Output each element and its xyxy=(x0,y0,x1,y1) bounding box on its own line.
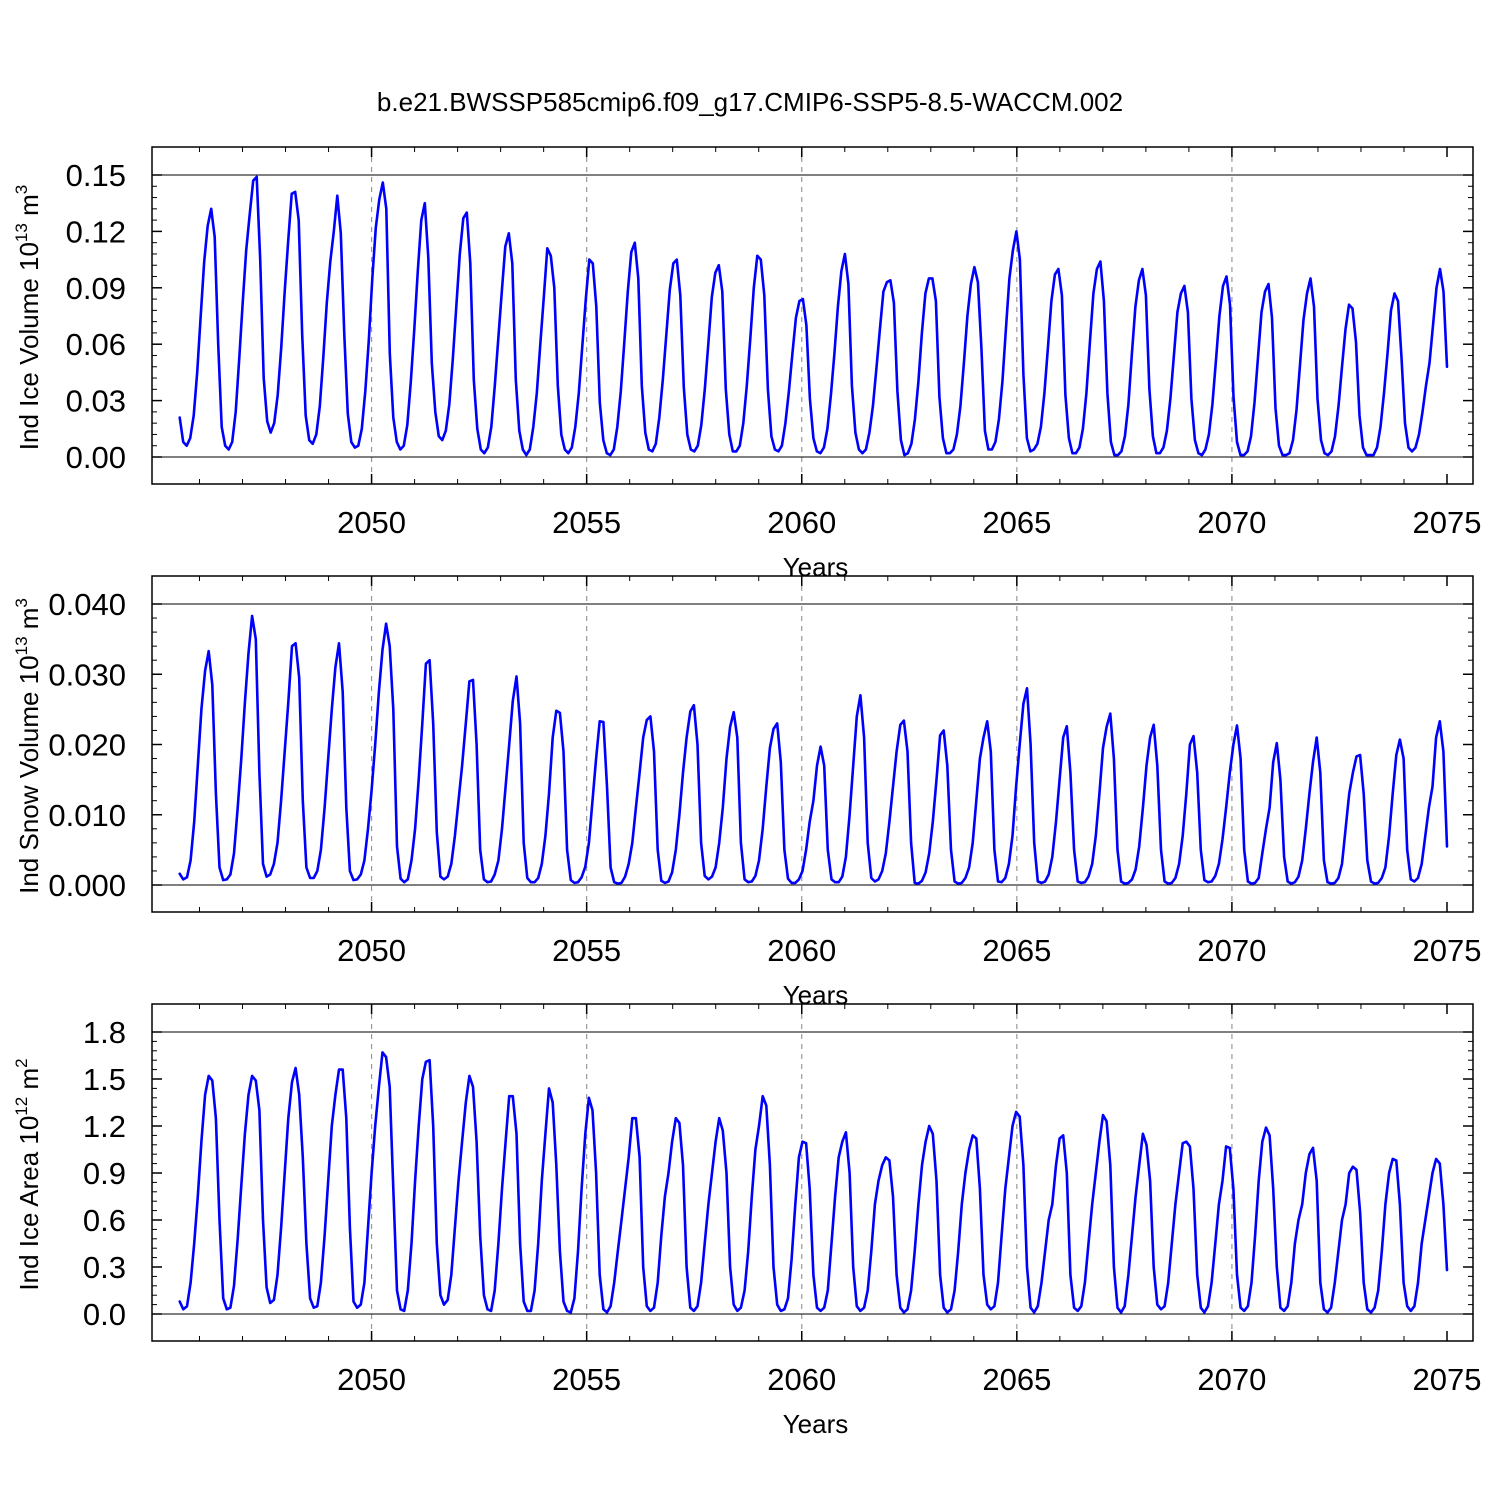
chart-panel-3: 2050 2055 2060 2065 2070 2075 0.0 0.3 0.6 0.9 1.2 1… xyxy=(12,1003,1482,1439)
x-axis-label: Years xyxy=(783,980,849,1010)
y-tick-label: 0.040 xyxy=(48,587,126,622)
x-tick-label: 2055 xyxy=(552,933,621,968)
chart-panel-1: 2050 2055 2060 2065 2070 2075 0.00 0.03 0.06 0.09… xyxy=(12,146,1482,582)
y-axis-label: Ind Snow Volume 1013 m3 xyxy=(12,598,44,894)
x-tick-label: 2070 xyxy=(1197,505,1266,540)
y-tick-label: 0.06 xyxy=(66,327,126,362)
y-tick-label: 0.0 xyxy=(83,1297,126,1332)
y-tick-label: 0.12 xyxy=(66,214,126,249)
y-tick-label: 0.6 xyxy=(83,1203,126,1238)
x-axis-label: Years xyxy=(783,1409,849,1439)
y-tick-label: 0.020 xyxy=(48,728,126,763)
x-tick-label: 2075 xyxy=(1413,1362,1482,1397)
x-tick-label: 2060 xyxy=(767,505,836,540)
y-tick-label: 1.2 xyxy=(83,1109,126,1144)
x-tick-label: 2065 xyxy=(982,505,1051,540)
x-tick-label: 2070 xyxy=(1197,933,1266,968)
x-axis-label: Years xyxy=(783,552,849,582)
x-tick-label: 2055 xyxy=(552,1362,621,1397)
x-tick-label: 2065 xyxy=(982,933,1051,968)
x-tick-label: 2050 xyxy=(337,505,406,540)
figure-title: b.e21.BWSSP585cmip6.f09_g17.CMIP6-SSP5-8… xyxy=(377,87,1123,117)
x-tick-label: 2055 xyxy=(552,505,621,540)
series-line xyxy=(178,175,1449,457)
series-line xyxy=(178,1051,1449,1314)
series-line xyxy=(178,614,1449,885)
x-tick-label: 2065 xyxy=(982,1362,1051,1397)
y-tick-label: 0.15 xyxy=(66,158,126,193)
x-tick-label: 2060 xyxy=(767,1362,836,1397)
plot-frame xyxy=(151,146,1474,485)
y-tick-label: 0.09 xyxy=(66,271,126,306)
y-axis-label: Ind Ice Area 1012 m2 xyxy=(12,1058,44,1290)
y-tick-label: 0.010 xyxy=(48,798,126,833)
y-tick-label: 0.9 xyxy=(83,1156,126,1191)
x-tick-label: 2070 xyxy=(1197,1362,1266,1397)
y-tick-label: 0.000 xyxy=(48,868,126,903)
x-tick-label: 2075 xyxy=(1413,933,1482,968)
plot-frame xyxy=(151,1003,1474,1342)
x-tick-label: 2050 xyxy=(337,933,406,968)
y-tick-label: 1.8 xyxy=(83,1015,126,1050)
y-axis-label: Ind Ice Volume 1013 m3 xyxy=(12,185,44,450)
x-tick-label: 2060 xyxy=(767,933,836,968)
y-tick-label: 0.03 xyxy=(66,384,126,419)
y-tick-label: 0.00 xyxy=(66,440,126,475)
y-tick-label: 1.5 xyxy=(83,1062,126,1097)
chart-panels: 2050 2055 2060 2065 2070 2075 0.00 0.03 0.06 0.09… xyxy=(12,146,1482,1439)
y-tick-label: 0.3 xyxy=(83,1250,126,1285)
x-tick-label: 2075 xyxy=(1413,505,1482,540)
y-tick-label: 0.030 xyxy=(48,657,126,692)
x-tick-label: 2050 xyxy=(337,1362,406,1397)
chart-panel-2: 2050 2055 2060 2065 2070 2075 0.000 0.010 0.020 0… xyxy=(12,575,1482,1010)
